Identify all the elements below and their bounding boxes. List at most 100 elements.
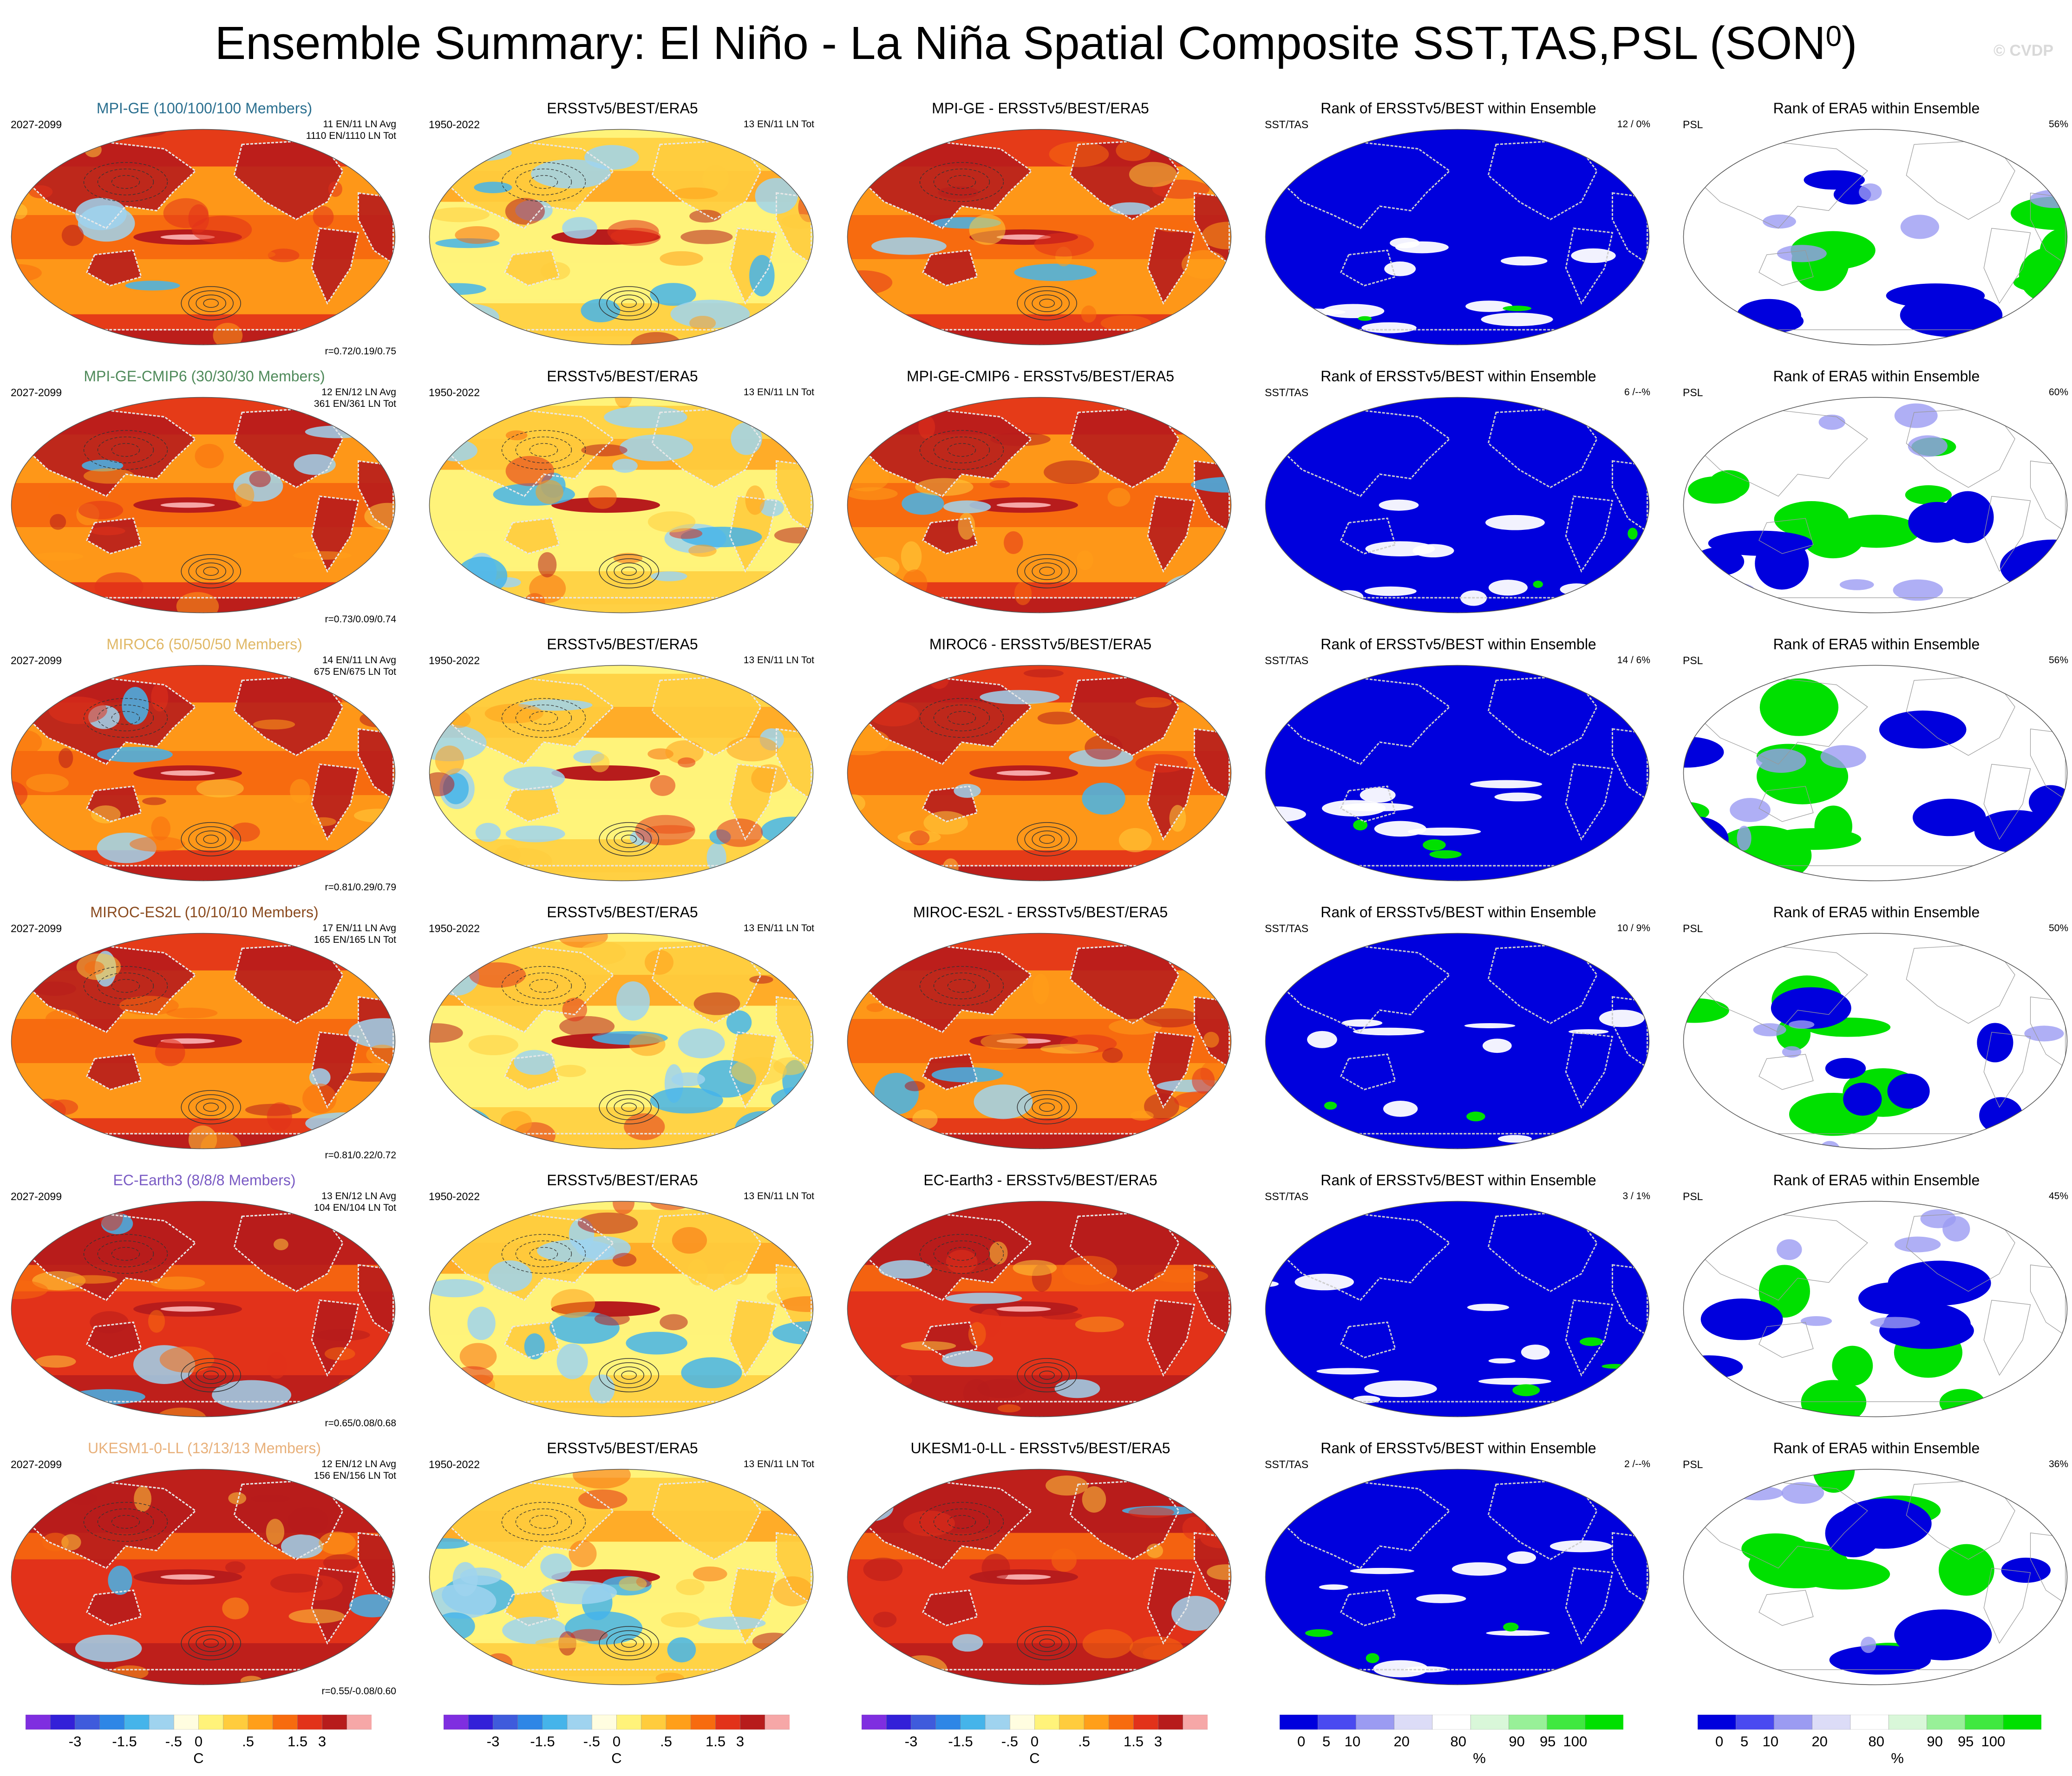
map-panel: Rank of ERA5 within Ensemble PSL 60% xyxy=(1674,368,2072,635)
panel-title: EC-Earth3 - ERSSTv5/BEST/ERA5 xyxy=(923,1172,1157,1188)
psl-contour xyxy=(1017,822,1077,856)
colorbar-tick-label: 100 xyxy=(1563,1733,1588,1750)
variable-label: PSL xyxy=(1683,922,1703,934)
colorbar-swatch xyxy=(592,1715,617,1730)
panel-title: MIROC-ES2L (10/10/10 Members) xyxy=(90,904,319,921)
colorbar-tick-label: .5 xyxy=(660,1733,672,1750)
psl-contour xyxy=(196,294,226,312)
rank-percent: 2 /--% xyxy=(1624,1459,1650,1469)
map-panel: Rank of ERA5 within Ensemble PSL 36% xyxy=(1674,1440,2072,1707)
psl-contour xyxy=(606,1362,652,1388)
panel-title: MIROC-ES2L - ERSSTv5/BEST/ERA5 xyxy=(913,904,1168,921)
coastline xyxy=(860,675,1230,881)
variable-label: SST/TAS xyxy=(1265,654,1309,666)
pattern-correlation: r=0.72/0.19/0.75 xyxy=(325,346,396,357)
map-svg xyxy=(429,933,814,1149)
globe-map xyxy=(9,931,397,1151)
globe-map xyxy=(845,931,1233,1151)
panel-title: ERSSTv5/BEST/ERA5 xyxy=(547,100,698,117)
colorbar-swatch xyxy=(174,1715,199,1730)
map-frame xyxy=(429,129,814,346)
event-avg: 13 EN/12 LN Avg xyxy=(321,1191,396,1201)
colorbar-swatch xyxy=(346,1715,372,1730)
globe-map xyxy=(1263,1467,1651,1687)
coastline xyxy=(442,139,812,345)
colorbar-tick-label: .5 xyxy=(1078,1733,1090,1750)
map-panel: EC-Earth3 - ERSSTv5/BEST/ERA5 xyxy=(838,1172,1242,1439)
map-frame xyxy=(429,397,814,614)
map-svg xyxy=(1683,397,2068,614)
colorbar-swatch xyxy=(960,1715,986,1730)
colorbar-swatch xyxy=(493,1715,518,1730)
colorbar-swatch xyxy=(1774,1715,1813,1730)
event-counts: 13 EN/12 LN Avg 104 EN/104 LN Tot xyxy=(314,1190,396,1214)
period-label: 2027-2099 xyxy=(11,386,62,398)
colorbar-tick-label: -.5 xyxy=(583,1733,600,1750)
panel-title: MPI-GE (100/100/100 Members) xyxy=(96,100,313,117)
psl-contour xyxy=(196,1098,226,1116)
panel-title: Rank of ERSSTv5/BEST within Ensemble xyxy=(1320,1172,1596,1188)
colorbar-swatch xyxy=(985,1715,1011,1730)
psl-contour xyxy=(599,1358,659,1392)
psl-contour xyxy=(606,1630,652,1656)
rank-background xyxy=(1265,665,1649,881)
map-svg xyxy=(1683,1469,2068,1685)
coastline xyxy=(1696,675,2066,881)
panel-title: Rank of ERSSTv5/BEST within Ensemble xyxy=(1320,1440,1596,1456)
map-svg xyxy=(847,933,1232,1149)
land-fill xyxy=(25,676,393,881)
temp-colorbar: -3 -1.5 -.5 0 .5 1.5 3 C xyxy=(26,1715,379,1770)
rank-percent: 3 / 1% xyxy=(1622,1191,1650,1201)
colorbar-swatch xyxy=(1280,1715,1318,1730)
colorbar-swatches xyxy=(1698,1715,2041,1730)
colorbar-tick-label: 3 xyxy=(736,1733,745,1750)
colorbar-swatch xyxy=(911,1715,936,1730)
event-counts: 13 EN/11 LN Tot xyxy=(743,1191,814,1201)
map-frame xyxy=(1265,665,1650,881)
psl-contour xyxy=(181,1090,241,1124)
map-svg xyxy=(1265,129,1650,346)
colorbar-swatch xyxy=(1059,1715,1085,1730)
coastline xyxy=(442,675,812,881)
colorbar-tick-label: 10 xyxy=(1344,1733,1361,1750)
map-svg xyxy=(847,129,1232,346)
colorbar-swatch xyxy=(468,1715,494,1730)
psl-contour xyxy=(196,562,226,580)
map-frame xyxy=(1683,1201,2068,1417)
psl-contour xyxy=(1039,1371,1055,1380)
colorbar-swatch xyxy=(1394,1715,1433,1730)
event-total: 104 EN/104 LN Tot xyxy=(314,1202,396,1213)
psl-contour xyxy=(188,558,234,584)
colorbar-tick-label: -1.5 xyxy=(112,1733,137,1750)
psl-contour xyxy=(621,1639,637,1648)
colorbar-swatches xyxy=(26,1715,372,1730)
map-svg xyxy=(11,397,396,614)
colorbar-swatch xyxy=(715,1715,741,1730)
coastline xyxy=(1696,1211,2066,1417)
psl-contour xyxy=(1024,1362,1070,1388)
pattern-correlation: r=0.81/0.29/0.79 xyxy=(325,882,396,893)
colorbar-swatch xyxy=(248,1715,273,1730)
period-label: 2027-2099 xyxy=(11,922,62,934)
coastline xyxy=(1278,139,1648,345)
psl-contour xyxy=(1017,1090,1077,1124)
map-svg xyxy=(1265,1469,1650,1685)
period-label: 1950-2022 xyxy=(429,1190,480,1202)
map-panel: ERSSTv5/BEST/ERA5 1950-2022 13 EN/11 LN To… xyxy=(420,636,824,903)
psl-contour xyxy=(621,1371,637,1380)
colorbar-swatch xyxy=(1735,1715,1775,1730)
period-label: 1950-2022 xyxy=(429,1458,480,1470)
colorbar-unit: C xyxy=(1029,1750,1040,1766)
colorbar-swatch xyxy=(641,1715,667,1730)
psl-contour xyxy=(599,1626,659,1660)
panel-title: MIROC6 - ERSSTv5/BEST/ERA5 xyxy=(929,636,1152,653)
colorbar-tick-label: -.5 xyxy=(1001,1733,1018,1750)
colorbar-swatch xyxy=(1698,1715,1736,1730)
psl-contour xyxy=(599,554,659,588)
psl-contour xyxy=(1024,1630,1070,1656)
event-counts: 12 EN/12 LN Avg 361 EN/361 LN Tot xyxy=(314,386,396,410)
psl-contour xyxy=(621,1103,637,1112)
event-counts: 11 EN/11 LN Avg 1110 EN/1110 LN Tot xyxy=(306,118,396,142)
pattern-correlation: r=0.73/0.09/0.74 xyxy=(325,614,396,625)
map-frame xyxy=(1683,1469,2068,1685)
